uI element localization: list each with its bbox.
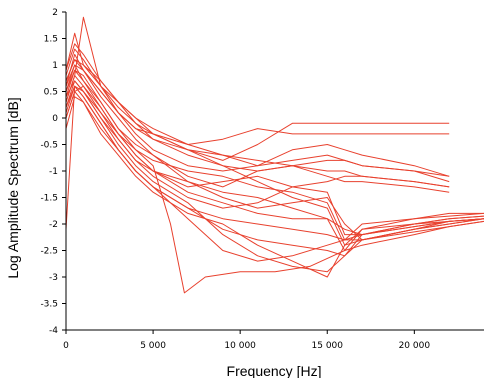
series-line-14 — [65, 69, 484, 241]
y-tick-label: -3 — [49, 273, 58, 283]
x-tick-label: 0 — [63, 341, 69, 351]
y-tick-label: 1 — [52, 61, 58, 71]
x-tick-label: 15 000 — [312, 341, 344, 351]
x-axis-label: Frequency [Hz] — [227, 363, 322, 378]
series-line-7 — [65, 85, 484, 236]
axes: -4 -3.5 -3 -2.5 -2 -1.5 -1 -0.5 0 0.5 1 1.5 2 0 5 000 1… — [40, 8, 484, 351]
series-line-10 — [65, 59, 484, 241]
x-tick-label: 5 000 — [140, 341, 166, 351]
series-line-15 — [65, 64, 450, 188]
y-tick-label: 0.5 — [44, 88, 58, 98]
series-line-16 — [65, 85, 484, 262]
series-line-9 — [65, 85, 484, 273]
y-tick-label: 0 — [52, 114, 58, 124]
series-line-13 — [65, 75, 484, 236]
y-tick-label: -1 — [49, 167, 58, 177]
series-line-2 — [65, 53, 450, 145]
series-line-1 — [65, 32, 450, 161]
y-tick-label: -1.5 — [40, 194, 58, 204]
y-tick-label: -2 — [49, 220, 58, 230]
x-tick-label: 10 000 — [224, 341, 256, 351]
y-tick-label: 2 — [52, 8, 58, 18]
y-axis-label: Log Amplitude Spectrum [dB] — [5, 97, 21, 278]
series-line-17 — [65, 43, 484, 246]
y-tick-label: -0.5 — [40, 141, 58, 151]
series-line-18 — [65, 80, 484, 251]
y-tick-label: -2.5 — [40, 247, 58, 257]
x-tick-label: 20 000 — [399, 341, 431, 351]
y-tick-label: -3.5 — [40, 300, 58, 310]
series-line-19 — [65, 59, 450, 193]
y-tick-label: -4 — [49, 326, 58, 336]
plot-area — [65, 16, 484, 294]
series-line-11 — [65, 48, 450, 177]
y-tick-label: 1.5 — [44, 35, 58, 45]
series-line-20 — [65, 91, 484, 257]
series-line-3 — [65, 16, 450, 177]
series-line-8 — [65, 69, 484, 294]
series-line-12 — [65, 96, 484, 278]
